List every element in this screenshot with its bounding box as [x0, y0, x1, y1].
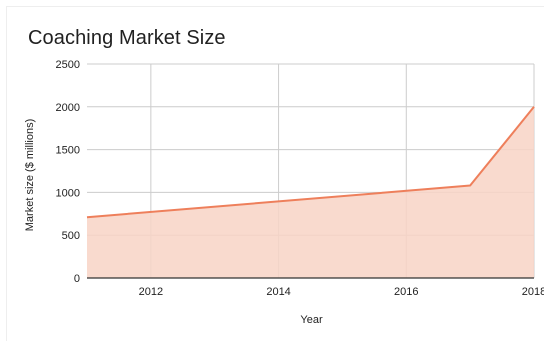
y-tick-label: 1500	[56, 145, 80, 157]
x-tick-label: 2016	[394, 286, 418, 298]
y-axis-title: Market size ($ millions)	[24, 119, 36, 231]
chart-title: Coaching Market Size	[28, 27, 226, 49]
x-tick-label: 2012	[139, 286, 163, 298]
chart-card: Coaching Market Size 0 500 1000 1500 2000 250…	[6, 6, 544, 341]
x-tick-label: 2014	[266, 286, 290, 298]
y-tick-label: 2500	[56, 59, 80, 71]
y-tick-label: 0	[74, 273, 80, 285]
area-fill	[87, 106, 534, 278]
y-tick-label: 500	[62, 230, 80, 242]
area-layer	[86, 106, 535, 278]
series-line	[86, 106, 535, 219]
x-axis-title: Year	[300, 314, 323, 326]
y-tick-label: 2000	[56, 102, 80, 114]
x-tick-label: 2018	[522, 286, 544, 298]
y-tick-label: 1000	[56, 187, 80, 199]
label-layer: 0 500 1000 1500 2000 2500 2012 2014 2016 2018	[56, 59, 544, 298]
area-chart: 0 500 1000 1500 2000 2500 2012 2014 2016 2018 Yea…	[24, 59, 544, 326]
